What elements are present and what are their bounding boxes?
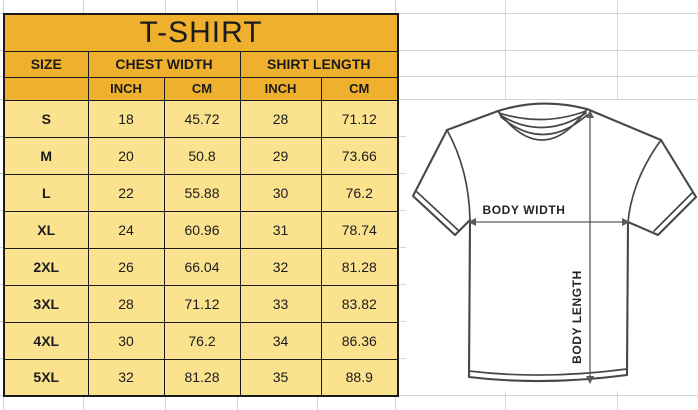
size-cell: M (3, 136, 89, 175)
body-width-label: BODY WIDTH (482, 203, 565, 217)
table-title-row: T-SHIRT (3, 13, 399, 52)
value-cell: 28 (239, 99, 322, 138)
value-cell: 73.66 (320, 136, 399, 175)
value-cell: 50.8 (163, 136, 241, 175)
subheader-chest-cm: CM (163, 76, 241, 101)
col-header-size: SIZE (3, 50, 89, 78)
table-row: L 22 55.88 30 76.2 (3, 173, 399, 212)
value-cell: 18 (87, 99, 165, 138)
size-cell: 3XL (3, 284, 89, 323)
table-row: 3XL 28 71.12 33 83.82 (3, 284, 399, 323)
table-row: XL 24 60.96 31 78.74 (3, 210, 399, 249)
value-cell: 76.2 (163, 321, 241, 360)
value-cell: 34 (239, 321, 322, 360)
table-row: 4XL 30 76.2 34 86.36 (3, 321, 399, 360)
value-cell: 88.9 (320, 358, 399, 397)
value-cell: 83.82 (320, 284, 399, 323)
size-cell: 5XL (3, 358, 89, 397)
tshirt-diagram: BODY WIDTH BODY LENGTH (406, 100, 698, 391)
value-cell: 30 (87, 321, 165, 360)
value-cell: 81.28 (163, 358, 241, 397)
collar-ribbing (497, 108, 588, 141)
value-cell: 28 (87, 284, 165, 323)
body-length-arrow (586, 110, 594, 384)
subheader-length-inch: INCH (239, 76, 322, 101)
size-chart-table: T-SHIRT SIZE CHEST WIDTH SHIRT LENGTH IN… (3, 13, 400, 397)
value-cell: 55.88 (163, 173, 241, 212)
value-cell: 29 (239, 136, 322, 175)
value-cell: 24 (87, 210, 165, 249)
value-cell: 31 (239, 210, 322, 249)
table-row: 5XL 32 81.28 35 88.9 (3, 358, 399, 397)
value-cell: 32 (87, 358, 165, 397)
subheader-chest-inch: INCH (87, 76, 165, 101)
value-cell: 20 (87, 136, 165, 175)
value-cell: 26 (87, 247, 165, 286)
size-cell: L (3, 173, 89, 212)
value-cell: 32 (239, 247, 322, 286)
table-subheader-row: INCH CM INCH CM (3, 76, 399, 101)
right-sleeve-seam (627, 139, 662, 223)
value-cell: 22 (87, 173, 165, 212)
body-length-label: BODY LENGTH (570, 270, 584, 364)
right-cuff-line (653, 192, 693, 232)
size-cell: 2XL (3, 247, 89, 286)
table-row: M 20 50.8 29 73.66 (3, 136, 399, 175)
value-cell: 33 (239, 284, 322, 323)
size-cell: XL (3, 210, 89, 249)
value-cell: 45.72 (163, 99, 241, 138)
subheader-length-cm: CM (320, 76, 399, 101)
table-header-row: SIZE CHEST WIDTH SHIRT LENGTH (3, 50, 399, 78)
value-cell: 76.2 (320, 173, 399, 212)
value-cell: 60.96 (163, 210, 241, 249)
hem-line (468, 368, 628, 376)
value-cell: 30 (239, 173, 322, 212)
value-cell: 78.74 (320, 210, 399, 249)
col-header-shirt-length: SHIRT LENGTH (239, 50, 399, 78)
size-cell: S (3, 99, 89, 138)
body-width-arrow (468, 218, 630, 226)
left-sleeve-seam (446, 129, 471, 221)
value-cell: 66.04 (163, 247, 241, 286)
value-cell: 81.28 (320, 247, 399, 286)
col-header-chest-width: CHEST WIDTH (87, 50, 241, 78)
value-cell: 35 (239, 358, 322, 397)
table-row: S 18 45.72 28 71.12 (3, 99, 399, 138)
size-cell: 4XL (3, 321, 89, 360)
value-cell: 71.12 (163, 284, 241, 323)
value-cell: 71.12 (320, 99, 399, 138)
tshirt-outline (411, 102, 698, 383)
left-cuff-line (416, 191, 460, 232)
table-title: T-SHIRT (3, 13, 399, 52)
value-cell: 86.36 (320, 321, 399, 360)
table-row: 2XL 26 66.04 32 81.28 (3, 247, 399, 286)
subheader-empty (3, 76, 89, 101)
